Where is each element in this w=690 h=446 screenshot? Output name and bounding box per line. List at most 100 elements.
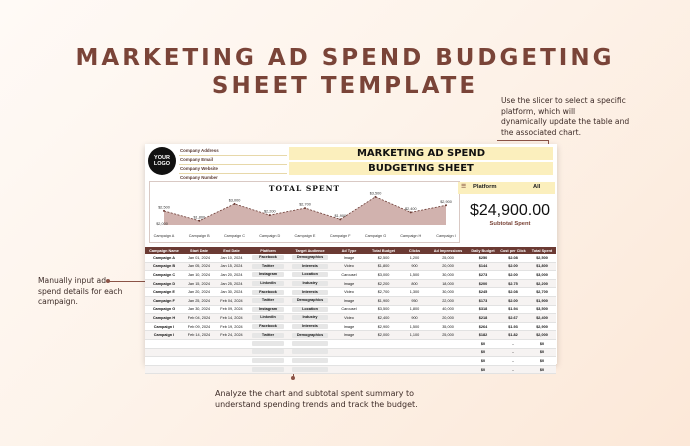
platform-dropdown[interactable]: LinkedIn — [252, 281, 284, 287]
table-cell[interactable]: Interests — [288, 322, 332, 332]
table-cell[interactable]: $2,000 — [366, 330, 401, 340]
audience-dropdown[interactable]: Industry — [292, 315, 328, 321]
table-cell[interactable] — [183, 365, 215, 375]
table-cell[interactable]: 35,000 — [428, 322, 468, 332]
table-cell[interactable]: Image — [332, 279, 366, 289]
table-cell[interactable]: $273 — [468, 270, 498, 280]
table-cell[interactable] — [288, 339, 332, 349]
platform-dropdown[interactable] — [252, 366, 284, 372]
table-cell[interactable]: 20,000 — [428, 262, 468, 272]
audience-dropdown[interactable]: Interests — [292, 263, 328, 269]
audience-dropdown[interactable]: Demographics — [292, 255, 328, 261]
platform-dropdown[interactable]: Twitter — [252, 298, 284, 304]
table-cell[interactable]: $2,400 — [366, 313, 401, 323]
table-cell[interactable]: $2.00 — [498, 262, 528, 272]
table-cell[interactable]: Campaign I — [145, 322, 183, 332]
table-cell[interactable] — [145, 348, 183, 358]
table-cell[interactable]: $0 — [528, 365, 556, 375]
table-cell[interactable]: Jan 20, 2024 — [183, 287, 215, 297]
table-cell[interactable] — [366, 348, 401, 358]
table-cell[interactable]: 25,000 — [428, 330, 468, 340]
table-cell[interactable]: $0 — [468, 365, 498, 375]
audience-dropdown[interactable]: Demographics — [292, 298, 328, 304]
platform-dropdown[interactable]: LinkedIn — [252, 315, 284, 321]
table-cell[interactable]: $2.67 — [498, 313, 528, 323]
table-cell[interactable]: $2,900 — [528, 322, 556, 332]
table-cell[interactable]: $0 — [528, 356, 556, 366]
table-cell[interactable] — [248, 348, 288, 358]
table-cell[interactable]: 900 — [401, 262, 428, 272]
table-cell[interactable]: $2,400 — [528, 313, 556, 323]
table-cell[interactable]: Feb 14, 2024 — [183, 330, 215, 340]
table-cell[interactable]: $0 — [468, 348, 498, 358]
table-cell[interactable]: $0 — [468, 339, 498, 349]
table-cell[interactable]: $3,500 — [528, 305, 556, 315]
table-cell[interactable]: Twitter — [248, 262, 288, 272]
table-cell[interactable]: $0 — [528, 348, 556, 358]
table-cell[interactable]: 1,500 — [401, 322, 428, 332]
audience-dropdown[interactable] — [292, 340, 328, 346]
table-cell[interactable]: Carousel — [332, 270, 366, 280]
slicer-value[interactable]: All — [533, 184, 541, 190]
table-cell[interactable]: $2.08 — [498, 287, 528, 297]
audience-dropdown[interactable]: Industry — [292, 281, 328, 287]
table-cell[interactable]: Demographics — [288, 254, 332, 263]
audience-dropdown[interactable]: Location — [292, 306, 328, 312]
table-cell[interactable]: 1,800 — [401, 305, 428, 315]
table-cell[interactable] — [401, 348, 428, 358]
table-cell[interactable] — [288, 356, 332, 366]
table-cell[interactable]: Feb 09, 2024 — [183, 322, 215, 332]
table-cell[interactable] — [428, 348, 468, 358]
table-cell[interactable]: Campaign H — [145, 313, 183, 323]
table-cell[interactable] — [248, 365, 288, 375]
table-cell[interactable]: $2,000 — [528, 330, 556, 340]
table-cell[interactable]: $2.00 — [498, 270, 528, 280]
table-cell[interactable]: $1.82 — [498, 330, 528, 340]
table-cell[interactable]: 1,500 — [401, 270, 428, 280]
table-cell[interactable]: $2,500 — [366, 254, 401, 263]
table-cell[interactable] — [428, 365, 468, 375]
table-cell[interactable]: Feb 19, 2024 — [215, 322, 248, 332]
platform-dropdown[interactable]: Instagram — [252, 272, 284, 278]
table-cell[interactable]: Facebook — [248, 254, 288, 263]
audience-dropdown[interactable]: Interests — [292, 324, 328, 330]
platform-dropdown[interactable]: Facebook — [252, 324, 284, 330]
table-cell[interactable]: Campaign D — [145, 279, 183, 289]
table-cell[interactable]: Feb 04, 2024 — [183, 313, 215, 323]
table-cell[interactable]: 900 — [401, 313, 428, 323]
table-cell[interactable]: Demographics — [288, 296, 332, 306]
table-cell[interactable]: $2,700 — [366, 287, 401, 297]
table-cell[interactable]: Carousel — [332, 305, 366, 315]
audience-dropdown[interactable] — [292, 366, 328, 372]
table-cell[interactable]: 1,300 — [401, 287, 428, 297]
table-cell[interactable]: Jan 10, 2024 — [183, 270, 215, 280]
table-cell[interactable]: 30,000 — [428, 270, 468, 280]
table-cell[interactable]: Video — [332, 262, 366, 272]
table-cell[interactable]: Jan 20, 2024 — [215, 270, 248, 280]
table-cell[interactable]: 18,000 — [428, 279, 468, 289]
table-cell[interactable] — [215, 365, 248, 375]
platform-dropdown[interactable]: Twitter — [252, 263, 284, 269]
table-cell[interactable]: Interests — [288, 287, 332, 297]
table-cell[interactable]: Image — [332, 322, 366, 332]
table-cell[interactable]: $250 — [468, 254, 498, 263]
table-cell[interactable]: $1.93 — [498, 322, 528, 332]
table-cell[interactable] — [288, 365, 332, 375]
table-cell[interactable]: Twitter — [248, 330, 288, 340]
table-cell[interactable]: Location — [288, 305, 332, 315]
table-cell[interactable]: $173 — [468, 296, 498, 306]
table-cell[interactable]: Twitter — [248, 296, 288, 306]
table-cell[interactable]: $1,800 — [528, 262, 556, 272]
table-cell[interactable]: $1.94 — [498, 305, 528, 315]
table-cell[interactable] — [145, 339, 183, 349]
company-address[interactable]: Company Address — [179, 147, 287, 156]
table-cell[interactable] — [215, 348, 248, 358]
table-cell[interactable]: Jan 25, 2024 — [215, 279, 248, 289]
table-cell[interactable]: 950 — [401, 296, 428, 306]
audience-dropdown[interactable] — [292, 357, 328, 363]
table-cell[interactable]: Facebook — [248, 287, 288, 297]
table-cell[interactable]: $0 — [528, 339, 556, 349]
table-cell[interactable] — [183, 348, 215, 358]
table-cell[interactable]: Campaign C — [145, 270, 183, 280]
table-cell[interactable]: 22,000 — [428, 296, 468, 306]
